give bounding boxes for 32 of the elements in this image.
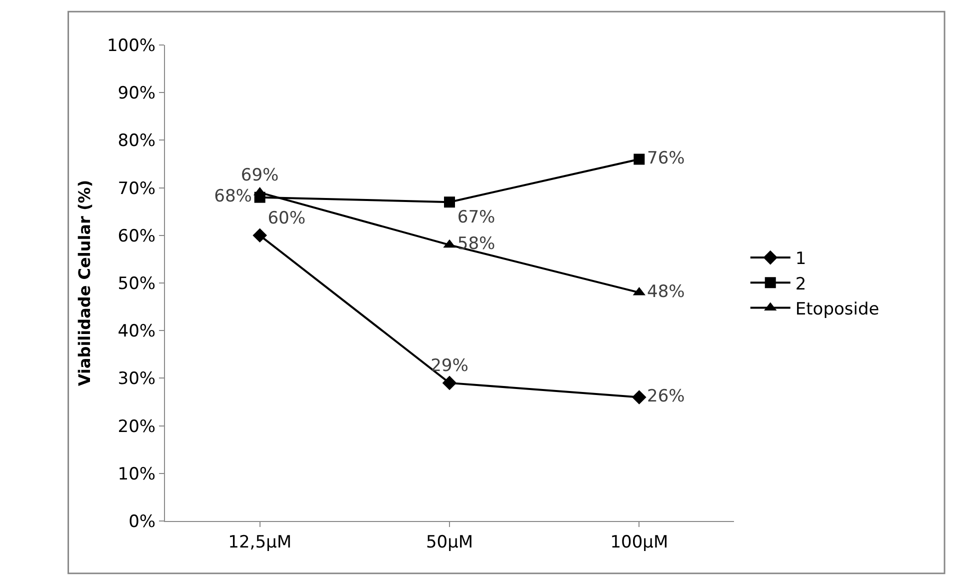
point [444, 196, 455, 208]
data-label: 68% [214, 186, 252, 207]
legend-label: 2 [795, 274, 806, 294]
y-tick-label: 0% [128, 512, 156, 532]
data-label: 76% [647, 148, 685, 168]
y-tick-label: 50% [118, 274, 156, 294]
legend-label: Etoposide [795, 299, 880, 320]
y-tick-label: 70% [118, 178, 156, 199]
y-tick-label: 30% [118, 369, 156, 390]
y-tick-label: 90% [118, 84, 156, 104]
x-tick-label: 100µM [610, 532, 668, 552]
y-tick-label: 80% [118, 131, 156, 152]
data-label: 60% [268, 208, 306, 228]
point [632, 390, 646, 404]
legend-label: 1 [795, 249, 806, 270]
y-axis-title: Viabilidade Celular (%) [74, 180, 94, 386]
y-tick-label: 100% [106, 36, 156, 56]
point [252, 228, 267, 243]
data-label: 29% [430, 356, 468, 376]
data-label: 58% [457, 234, 496, 254]
x-tick-label: 12,5µM [228, 532, 292, 552]
data-label: 67% [457, 208, 496, 228]
data-label: 69% [240, 165, 279, 186]
y-tick-label: 20% [118, 416, 156, 437]
data-label: 48% [647, 282, 685, 302]
y-tick-label: 40% [118, 322, 156, 342]
y-tick-label: 10% [118, 464, 156, 484]
y-tick-label: 60% [118, 226, 156, 246]
data-label: 26% [647, 386, 685, 406]
x-tick-label: 50µM [426, 532, 474, 552]
point [634, 154, 645, 165]
point [442, 376, 457, 390]
